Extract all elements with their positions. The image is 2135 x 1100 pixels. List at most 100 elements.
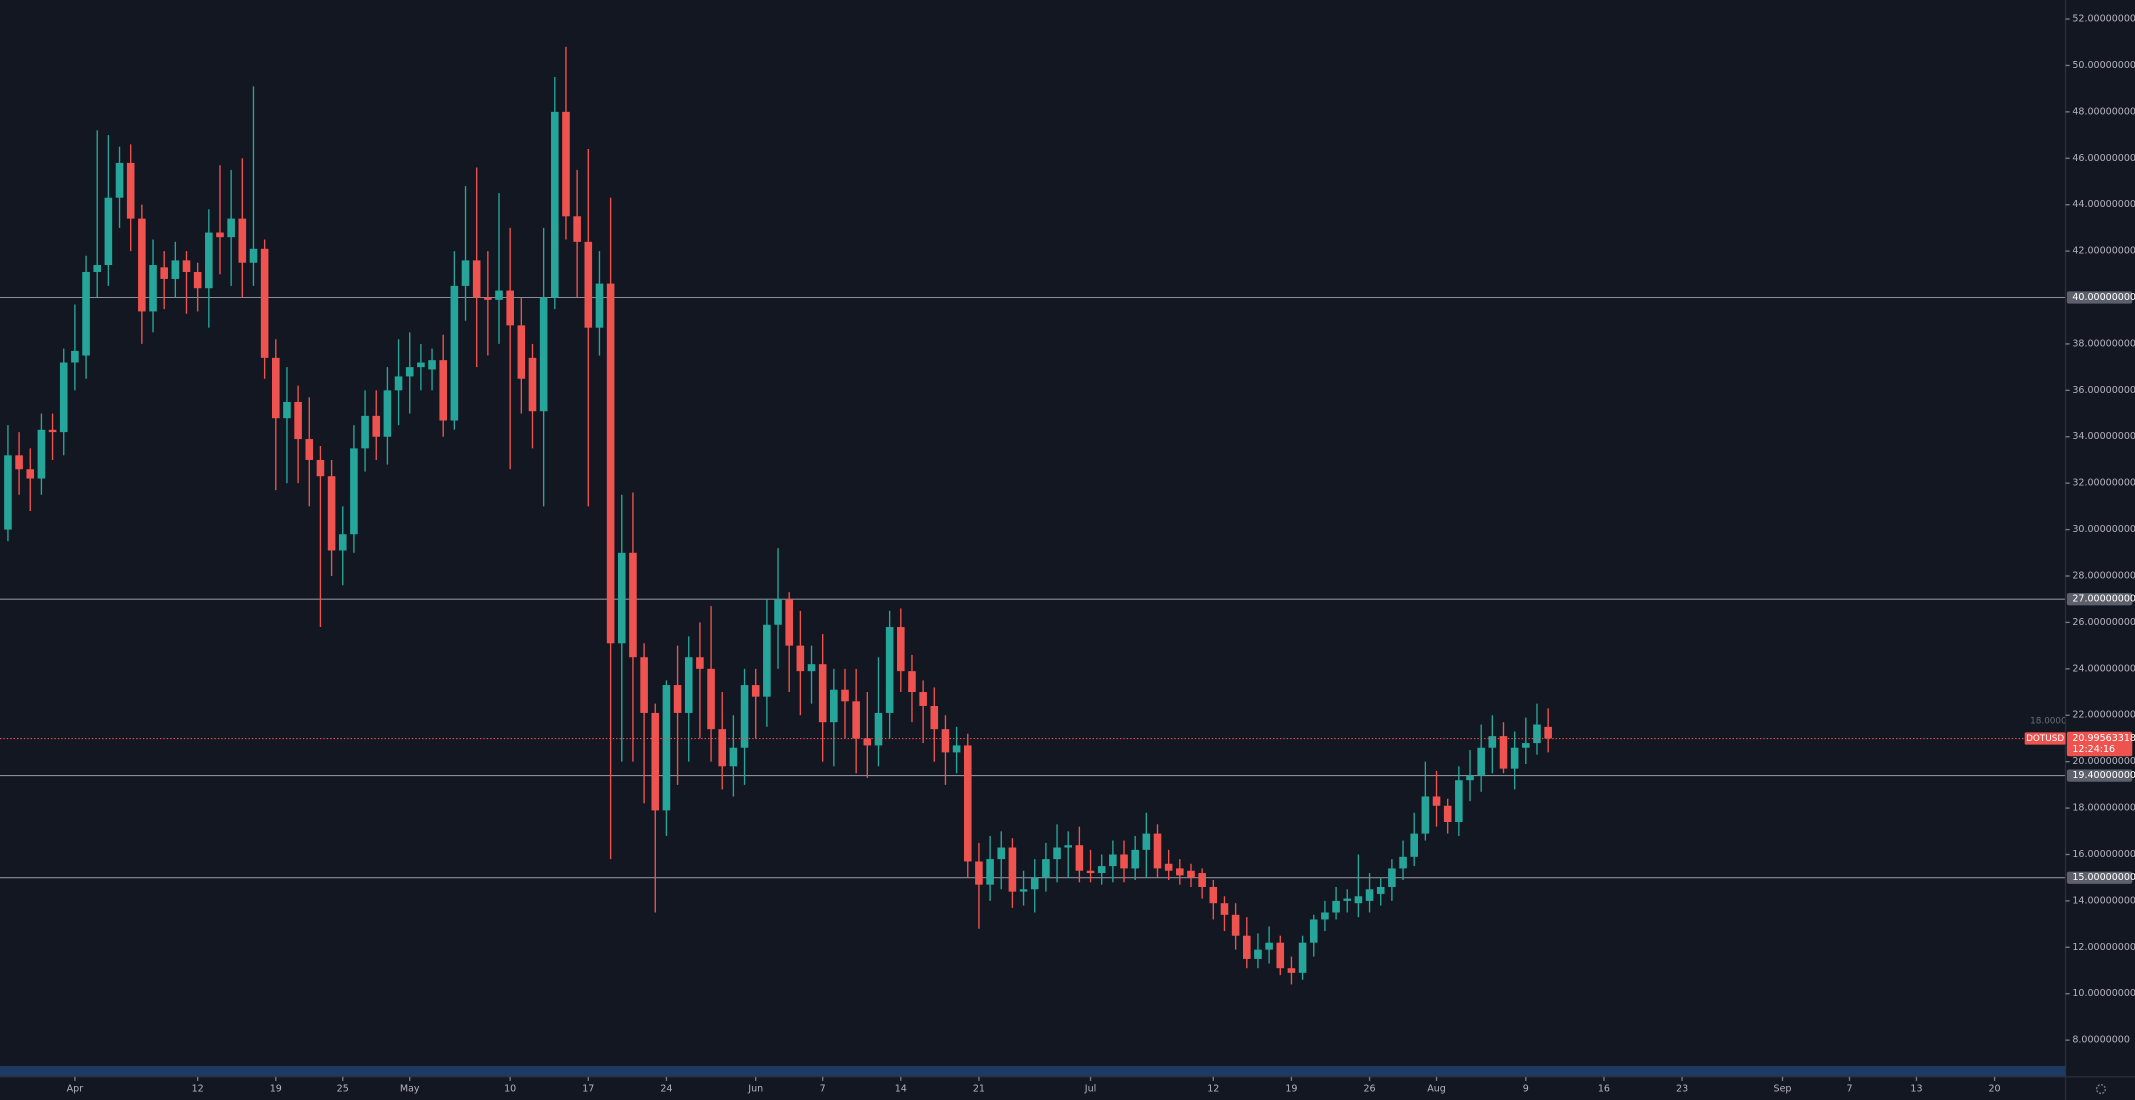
candle-body [15,455,23,470]
candle-body [1376,886,1385,894]
candle-body [997,847,1006,860]
candle-body [93,265,102,272]
candle-body [182,260,191,272]
y-tick-label: 10.00000000 [2072,988,2135,999]
y-tick-label: 26.00000000 [2072,617,2135,628]
y-tick-label: 28.00000000 [2072,571,2135,582]
candle-body [1544,726,1552,739]
candle-body [1109,854,1117,867]
candle-body [1488,736,1497,748]
y-tick-label: 14.00000000 [2072,895,2135,906]
symbol-label-box [2024,732,2066,745]
x-tick-label: 26 [1364,1084,1376,1095]
y-tick-label: 8.00000000 [2072,1035,2130,1046]
candle-body [707,668,715,730]
candle-body [763,624,771,697]
candle-body [327,476,336,551]
candle-body [1343,898,1352,901]
candle-body [216,232,224,238]
candle-body [751,685,760,697]
candle-body [919,692,927,706]
candle-body [283,401,291,419]
candle-body [171,260,180,279]
candle-body [472,260,481,298]
candle-body [1242,935,1251,959]
y-tick-label: 30.00000000 [2072,524,2135,535]
candle-body [1198,873,1206,887]
candle-body [383,390,392,437]
candle-body [1533,724,1541,744]
candle-body [1064,845,1073,848]
candle-body [428,360,436,370]
alert-label: 18.00000000 (60 [2030,716,2107,726]
candle-body [551,111,559,298]
candle-body [1399,856,1407,869]
y-tick-label: 50.00000000 [2072,60,2135,71]
candle-body [696,657,704,669]
candle-body [260,248,269,358]
candle-body [684,657,693,713]
candle-body [149,265,157,312]
candle-body [294,401,302,440]
x-tick-label: Aug [1427,1084,1446,1095]
candle-body [1042,859,1050,878]
candle-body [461,260,470,286]
candle-body [1477,747,1485,776]
candle-body [1354,896,1363,904]
candle-body [1421,796,1430,834]
candle-body [807,664,816,672]
candle-body [506,290,514,326]
candle-body [673,685,682,713]
candle-body [205,232,213,289]
candle-body [484,297,492,300]
candle-body [740,685,749,748]
candle-body [908,671,916,693]
candle-body [1142,833,1151,850]
candle-body [37,429,46,479]
candle-body [1309,919,1318,943]
candle-body [1220,903,1229,915]
x-tick-label: Jul [1084,1084,1096,1095]
candle-body [417,362,425,368]
candle-body [941,729,950,753]
candle-body [562,111,570,217]
y-tick-label: 12.00000000 [2072,942,2135,953]
x-tick-label: 10 [504,1084,516,1095]
candle-body [952,745,961,753]
axes: 52.00000000 50.00000000 48.00000000 46.0000… [67,14,2135,1095]
candle-body [1410,833,1418,857]
candle-body [26,469,35,479]
settings-icon[interactable] [2095,1084,2106,1095]
candle-body [1365,889,1374,901]
candle-body [1019,889,1028,892]
x-tick-label: 12 [1207,1084,1219,1095]
candle-body [640,657,648,713]
candle-body [874,712,883,746]
level-label-box [2066,871,2133,884]
candle-body [271,357,280,419]
x-tick-label: 21 [973,1084,985,1095]
candle-body [897,627,905,672]
candle-body [372,415,381,437]
candle-body [818,664,827,723]
x-tick-label: Apr [67,1084,84,1095]
level-label: 27.00000000 [2072,594,2135,605]
candle-body [71,350,79,363]
candle-body [606,283,615,644]
y-tick-label: 32.00000000 [2072,478,2135,489]
candle-body [539,297,548,412]
y-tick-label: 46.00000000 [2072,153,2135,164]
candle-body [138,218,146,312]
candle-body [785,599,793,646]
candle-body [495,290,503,300]
candle-body [1187,870,1195,878]
y-tick-label: 48.00000000 [2072,106,2135,117]
candle-body [1164,863,1173,871]
x-tick-label: 14 [895,1084,907,1095]
candle-body [662,685,671,811]
candle-body [1443,805,1452,822]
